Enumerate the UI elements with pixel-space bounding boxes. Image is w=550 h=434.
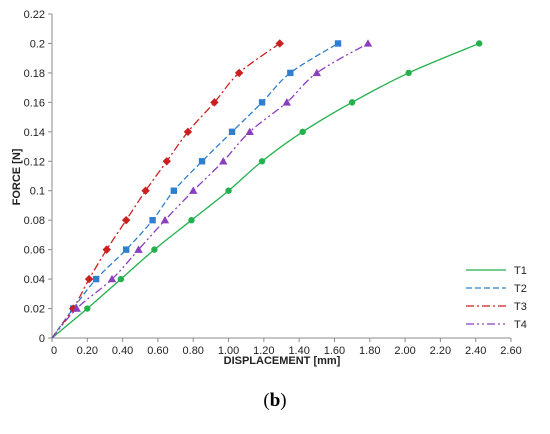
x-tick-label: 2.60	[500, 345, 521, 357]
y-tick-label: 0.08	[24, 215, 45, 227]
x-tick-label: 0.20	[77, 345, 98, 357]
figure-caption: (b)	[0, 390, 550, 412]
caption-open-paren: (	[263, 390, 270, 411]
data-point-t3	[275, 39, 284, 48]
y-tick-label: 0.06	[24, 245, 45, 257]
data-point-t2	[228, 128, 236, 136]
chart-tick-labels: 00.020.040.060.080.10.120.140.160.180.20…	[24, 9, 522, 357]
y-tick-label: 0.14	[24, 127, 45, 139]
force-displacement-chart: 0 0.02 0.04 0.06 0.08 0.1 0.12 0.14 0.16 0.18 0.2 0…	[11, 9, 527, 367]
data-point-t3	[141, 186, 150, 195]
data-point-t2	[334, 40, 342, 47]
data-point-t2	[198, 158, 206, 165]
data-point-t2	[122, 246, 130, 253]
y-tick-label: 0.22	[24, 9, 45, 21]
chart-data-points	[68, 39, 483, 313]
data-point-t2	[149, 216, 156, 224]
data-point-t4	[363, 39, 373, 47]
y-tick-label: 0.04	[24, 274, 45, 286]
x-tick-label: 1.40	[288, 345, 309, 357]
data-point-t3	[162, 157, 171, 166]
y-tick-label: 0	[39, 333, 45, 345]
data-point-t3	[183, 127, 193, 137]
x-tick-label: 1.80	[359, 345, 380, 357]
y-tick-label: 0.02	[24, 304, 45, 316]
chart-legend: T1 T2 T3 T4	[466, 265, 527, 331]
data-point-t3	[84, 274, 94, 284]
x-tick-label: 0.60	[147, 345, 168, 357]
data-point-t4	[134, 245, 143, 253]
chart-series-lines	[51, 42, 480, 339]
chart-axes	[48, 13, 512, 342]
x-tick-label: 1.60	[324, 345, 345, 357]
data-point-t4	[189, 186, 198, 194]
data-point-t4	[219, 157, 228, 165]
data-point-t2	[170, 187, 178, 194]
legend-label-t1: T1	[514, 265, 527, 277]
x-tick-label: 0.40	[112, 345, 133, 357]
data-point-t1	[225, 187, 232, 194]
x-tick-label: 2.20	[430, 345, 451, 357]
caption-letter: b	[269, 390, 281, 411]
data-point-t2	[258, 99, 266, 106]
data-point-t4	[282, 98, 291, 106]
data-point-t1	[258, 158, 266, 165]
y-tick-label: 0.12	[24, 156, 45, 168]
data-point-t1	[117, 275, 125, 283]
data-point-t1	[348, 99, 356, 106]
data-point-t1	[476, 40, 483, 47]
y-tick-label: 0.2	[30, 38, 45, 50]
data-point-t2	[287, 69, 294, 77]
data-point-t3	[121, 215, 131, 225]
caption-close-paren: )	[280, 390, 287, 411]
series-line-t3	[51, 42, 281, 339]
data-point-t4	[245, 127, 254, 136]
data-point-t2	[92, 275, 100, 283]
x-tick-label: 0	[51, 345, 57, 357]
legend-label-t2: T2	[514, 283, 527, 295]
x-tick-label: 2.00	[394, 345, 415, 357]
series-line-t1	[51, 42, 480, 339]
series-line-t4	[51, 42, 369, 339]
y-tick-label: 0.18	[24, 68, 45, 80]
x-tick-label: 1.00	[218, 345, 239, 357]
data-point-t4	[312, 68, 322, 77]
x-tick-label: 0.80	[183, 345, 204, 357]
data-point-t1	[405, 69, 412, 77]
y-tick-label: 0.16	[24, 97, 45, 109]
data-point-t1	[188, 216, 195, 224]
x-tick-label: 1.20	[253, 345, 274, 357]
legend-label-t4: T4	[514, 319, 527, 331]
data-point-t4	[160, 215, 170, 224]
legend-label-t3: T3	[514, 301, 527, 313]
chart-canvas: 00.020.040.060.080.10.120.140.160.180.20…	[11, 9, 527, 367]
x-axis-title: DISPLACEMENT [mm]	[224, 355, 341, 367]
y-axis-title: FORCE [N]	[11, 148, 23, 205]
data-point-t1	[84, 305, 91, 312]
data-point-t1	[299, 128, 306, 136]
x-tick-label: 2.40	[465, 345, 486, 357]
data-point-t3	[234, 68, 244, 78]
data-point-t4	[107, 274, 117, 283]
data-point-t3	[210, 98, 219, 107]
data-point-t1	[151, 246, 158, 253]
y-tick-label: 0.1	[30, 186, 45, 198]
data-point-t4	[72, 304, 81, 312]
data-point-t3	[102, 245, 111, 254]
